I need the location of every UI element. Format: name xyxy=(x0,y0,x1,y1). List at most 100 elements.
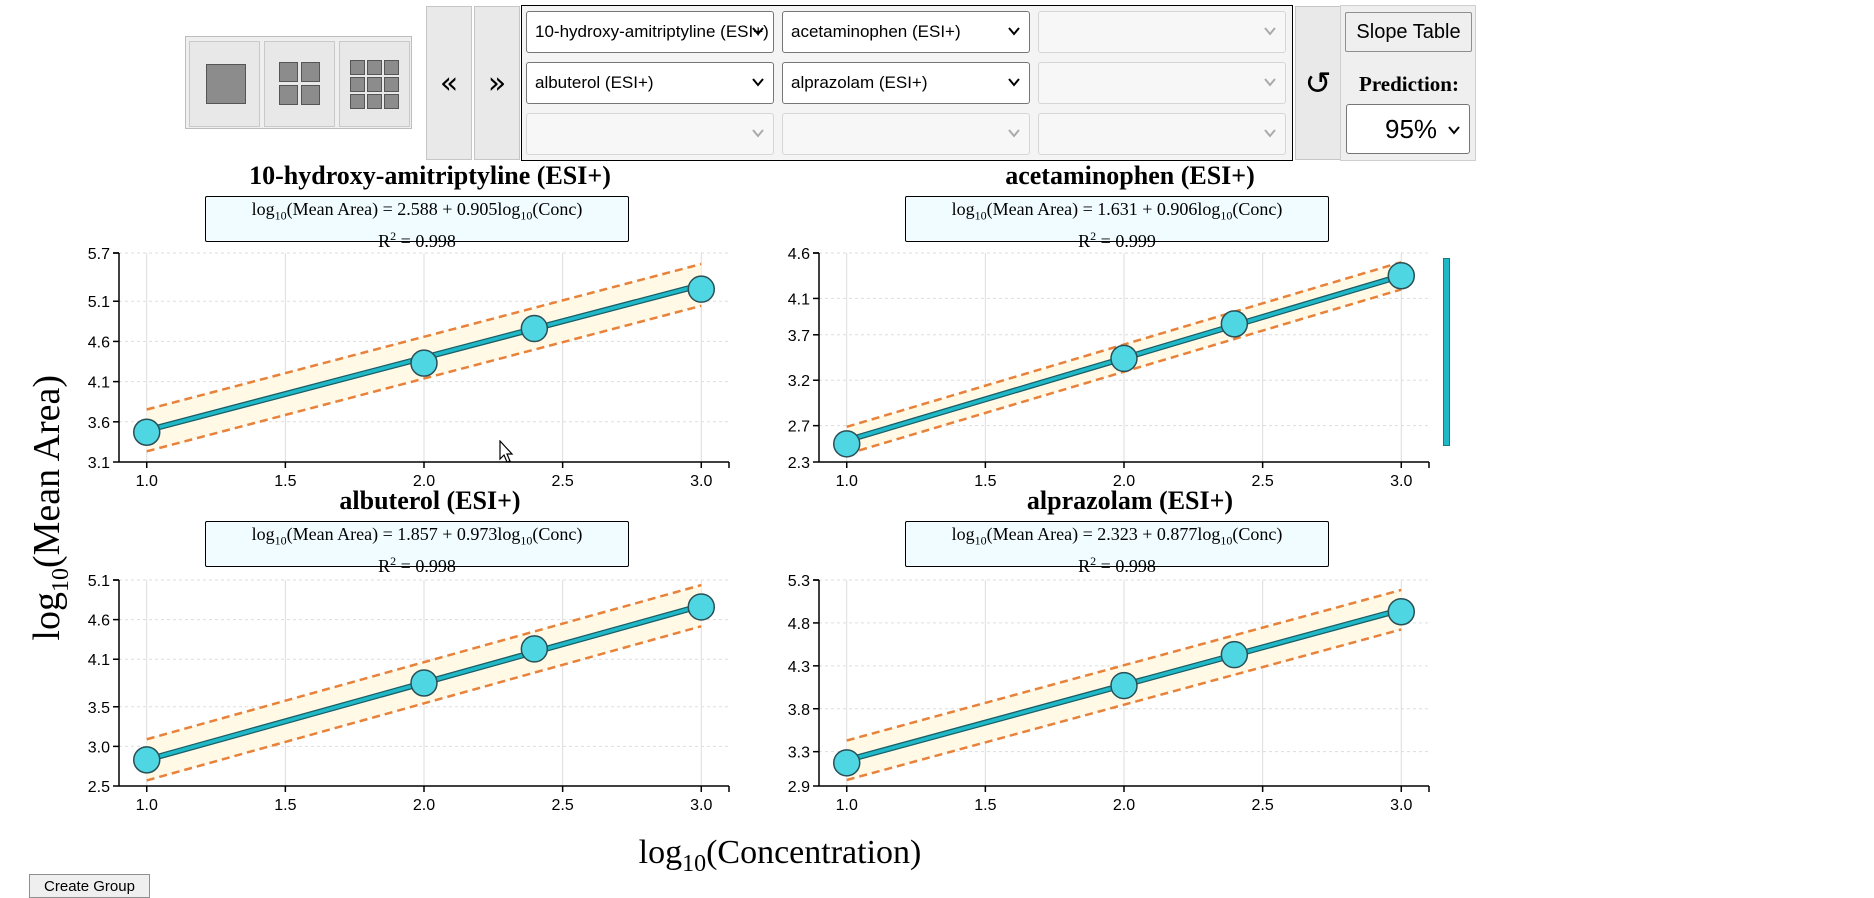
x-tick-label-3: 1.0 xyxy=(136,797,158,814)
grid-2x2-layout-button[interactable] xyxy=(264,41,335,127)
y-tick-label-3: 3.0 xyxy=(88,739,110,756)
r-squared: R2 = 0.998 xyxy=(1078,553,1156,576)
regression-equation: log10(Mean Area) = 2.323 + 0.877log10(Co… xyxy=(951,524,1283,548)
data-point-4 xyxy=(1110,671,1138,700)
x-tick-label-4: 3.0 xyxy=(1390,797,1412,814)
compound-select-3[interactable] xyxy=(1038,11,1286,53)
chevron-down-icon xyxy=(752,78,764,87)
prediction-label: Prediction: xyxy=(1359,72,1459,96)
resize-handle[interactable] xyxy=(1443,258,1450,446)
compound-select-2[interactable]: acetaminophen (ESI+) xyxy=(782,11,1030,53)
grid-cell xyxy=(350,94,365,109)
chevron-down-icon xyxy=(1448,126,1460,135)
compound-select-2-value: acetaminophen (ESI+) xyxy=(791,22,961,41)
y-tick-label-2: 4.6 xyxy=(788,246,810,263)
compound-select-4[interactable]: albuterol (ESI+) xyxy=(526,62,774,104)
chevron-down-icon xyxy=(1264,129,1276,138)
x-tick-label-1: 1.5 xyxy=(274,473,296,490)
grid-cell xyxy=(367,94,382,109)
chevron-down-icon xyxy=(1264,27,1276,36)
x-tick-label-4: 2.5 xyxy=(1252,797,1274,814)
y-axis-label: log10(Mean Area) xyxy=(26,374,74,641)
data-point-3 xyxy=(410,669,438,697)
x-tick-label-1: 2.0 xyxy=(413,473,435,490)
upper-prediction-line-3 xyxy=(146,583,702,741)
chevron-down-icon xyxy=(752,27,764,36)
lower-prediction-line-3 xyxy=(146,625,702,782)
grid-3x3-layout-button[interactable] xyxy=(339,41,410,127)
grid-cell xyxy=(384,77,399,92)
lower-prediction-line-4 xyxy=(846,628,1402,782)
grid-cell xyxy=(384,60,399,75)
options-panel: Slope Table Prediction: 95% xyxy=(1340,5,1476,161)
reset-button[interactable]: ↺ xyxy=(1295,6,1341,160)
data-point-3 xyxy=(520,635,549,663)
chevron-down-icon xyxy=(752,129,764,138)
lower-prediction-line-1 xyxy=(146,304,702,453)
compound-select-9[interactable] xyxy=(1038,113,1286,155)
y-tick-label-3: 4.6 xyxy=(88,613,110,630)
plot-title-4: alprazolam (ESI+) xyxy=(1026,486,1234,515)
y-tick-label-2: 3.2 xyxy=(788,373,810,390)
compound-select-8[interactable] xyxy=(782,113,1030,155)
grid-cell xyxy=(384,94,399,109)
x-tick-label-2: 1.0 xyxy=(836,473,858,490)
r-squared: R2 = 0.999 xyxy=(1078,228,1156,251)
x-tick-label-4: 1.0 xyxy=(836,797,858,814)
x-axis-label: log10(Concentration) xyxy=(638,834,922,877)
x-tick-label-4: 2.0 xyxy=(1113,797,1135,814)
data-point-1 xyxy=(687,275,716,303)
create-group-button[interactable]: Create Group xyxy=(29,874,150,898)
x-tick-label-3: 2.5 xyxy=(552,797,574,814)
compound-select-1[interactable]: 10-hydroxy-amitriptyline (ESI+) xyxy=(526,11,774,53)
compound-select-grid: 10-hydroxy-amitriptyline (ESI+) acetamin… xyxy=(521,5,1293,161)
equation-box-2: log10(Mean Area) = 1.631 + 0.906log10(Co… xyxy=(905,196,1329,251)
data-point-1 xyxy=(410,349,438,377)
y-tick-label-1: 3.6 xyxy=(88,415,110,432)
data-point-3 xyxy=(687,593,716,621)
x-tick-label-2: 2.0 xyxy=(1113,473,1135,490)
y-tick-label-4: 3.3 xyxy=(788,745,810,762)
y-tick-label-1: 5.7 xyxy=(88,246,110,263)
upper-prediction-line-4 xyxy=(846,588,1402,742)
compound-select-6[interactable] xyxy=(1038,62,1286,104)
chevron-down-icon xyxy=(1008,27,1020,36)
chevron-down-icon xyxy=(1008,78,1020,87)
r-squared: R2 = 0.998 xyxy=(378,228,456,251)
compound-select-7[interactable] xyxy=(526,113,774,155)
y-tick-label-2: 2.3 xyxy=(788,455,810,472)
plot-title-1: 10-hydroxy-amitriptyline (ESI+) xyxy=(249,161,611,190)
y-tick-label-4: 3.8 xyxy=(788,702,810,719)
r-squared: R2 = 0.998 xyxy=(378,553,456,576)
prev-page-button[interactable]: « xyxy=(426,6,472,160)
equation-box-1: log10(Mean Area) = 2.588 + 0.905log10(Co… xyxy=(205,196,629,251)
data-point-2 xyxy=(1387,261,1416,290)
next-page-button[interactable]: » xyxy=(474,6,520,160)
y-tick-label-3: 3.5 xyxy=(88,700,110,717)
compound-select-5[interactable]: alprazolam (ESI+) xyxy=(782,62,1030,104)
data-point-1 xyxy=(520,314,549,343)
y-tick-label-1: 5.1 xyxy=(88,294,110,311)
plot-title-2: acetaminophen (ESI+) xyxy=(1005,161,1255,190)
equation-box-3: log10(Mean Area) = 1.857 + 0.973log10(Co… xyxy=(205,521,629,576)
plot-title-3: albuterol (ESI+) xyxy=(339,486,521,515)
y-tick-label-1: 4.1 xyxy=(88,375,110,392)
slope-table-button[interactable]: Slope Table xyxy=(1345,12,1472,52)
y-tick-label-2: 3.7 xyxy=(788,328,810,345)
x-tick-label-4: 1.5 xyxy=(974,797,996,814)
x-tick-label-3: 3.0 xyxy=(690,797,712,814)
single-layout-button[interactable] xyxy=(189,41,260,127)
y-tick-label-4: 5.3 xyxy=(788,573,810,590)
data-point-2 xyxy=(1220,310,1249,338)
upper-prediction-line-1 xyxy=(146,262,702,411)
regression-equation: log10(Mean Area) = 1.857 + 0.973log10(Co… xyxy=(251,524,583,548)
grid-cell xyxy=(367,77,382,92)
compound-select-5-value: alprazolam (ESI+) xyxy=(791,73,928,92)
grid-cell xyxy=(350,77,365,92)
data-point-4 xyxy=(1220,640,1249,669)
data-point-4 xyxy=(832,749,861,777)
prediction-select[interactable]: 95% xyxy=(1346,104,1470,154)
equation-box-4: log10(Mean Area) = 2.323 + 0.877log10(Co… xyxy=(905,521,1329,576)
y-tick-label-4: 4.3 xyxy=(788,659,810,676)
